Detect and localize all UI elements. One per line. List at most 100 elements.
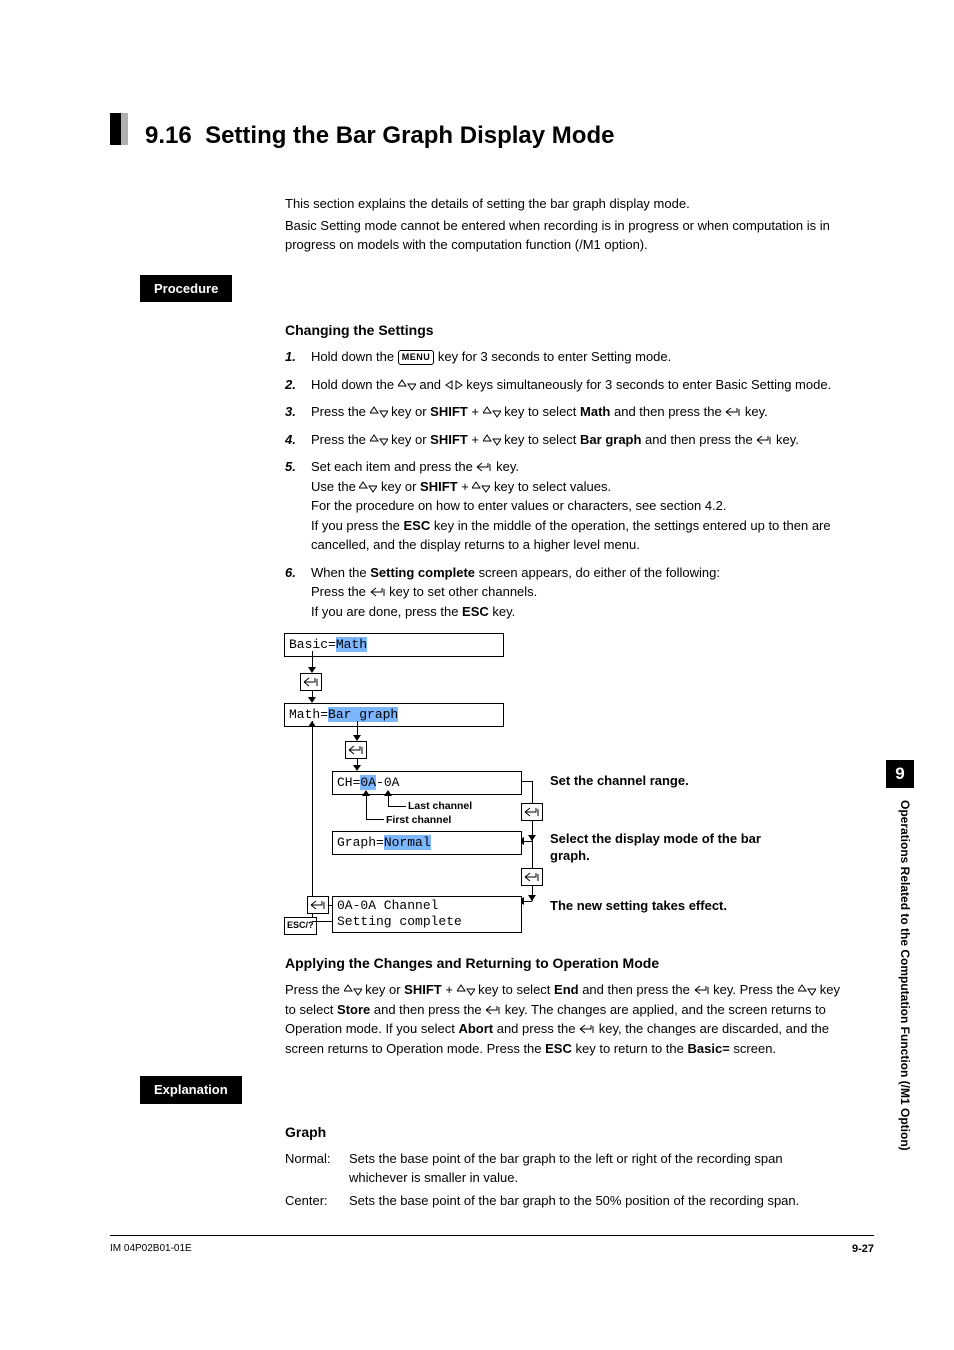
enter-key-icon xyxy=(300,673,322,691)
enter-icon xyxy=(579,1023,595,1035)
updown-icon xyxy=(457,984,475,996)
bold-word: Bar graph xyxy=(580,432,641,447)
bold-word: Basic= xyxy=(688,1041,730,1056)
updown-icon xyxy=(798,984,816,996)
txt: key. Press the xyxy=(710,982,799,997)
step-5: 5. Set each item and press the key. Use … xyxy=(285,457,844,555)
step-text: Press the key or SHIFT + key to select M… xyxy=(311,402,844,422)
graph-heading: Graph xyxy=(285,1122,844,1143)
intro-line-1: This section explains the details of set… xyxy=(285,194,844,214)
bold-word: Math xyxy=(580,404,610,419)
txt: and press the xyxy=(493,1021,579,1036)
diagram-box-complete: 0A-0A Channel Setting complete xyxy=(332,896,522,933)
updown-icon xyxy=(344,984,362,996)
enter-icon xyxy=(756,434,772,446)
explanation-label: Explanation xyxy=(140,1076,242,1104)
chapter-tab: 9 xyxy=(886,760,914,788)
txt: key to set other channels. xyxy=(386,584,538,599)
txt: key for 3 seconds to enter Setting mode. xyxy=(434,349,671,364)
updown-icon xyxy=(359,481,377,493)
connector xyxy=(522,841,532,842)
txt: Setting complete xyxy=(337,914,462,929)
step-number: 2. xyxy=(285,375,311,395)
changing-heading: Changing the Settings xyxy=(285,320,844,341)
step-4: 4. Press the key or SHIFT + key to selec… xyxy=(285,430,844,450)
enter-key-icon xyxy=(307,896,329,914)
shift-key: SHIFT xyxy=(430,432,468,447)
connector xyxy=(388,796,389,806)
footer-page-number: 9-27 xyxy=(852,1241,874,1258)
txt: screen appears, do either of the followi… xyxy=(475,565,720,580)
txt: key or xyxy=(388,404,431,419)
updown-icon xyxy=(483,406,501,418)
bold-word: Store xyxy=(337,1002,370,1017)
enter-icon xyxy=(725,406,741,418)
graph-def-normal: Normal: Sets the base point of the bar g… xyxy=(285,1149,844,1188)
bold-word: Setting complete xyxy=(370,565,475,580)
updown-icon xyxy=(370,434,388,446)
txt: When the xyxy=(311,565,370,580)
txt: Basic= xyxy=(289,637,336,652)
txt: key to select xyxy=(501,432,580,447)
enter-icon xyxy=(485,1004,501,1016)
txt: + xyxy=(458,479,473,494)
connector xyxy=(366,796,367,819)
title-text: Setting the Bar Graph Display Mode xyxy=(205,122,614,149)
label-first-channel: First channel xyxy=(386,813,451,829)
txt: -0A xyxy=(376,775,399,790)
diagram-box-math: Math=Bar graph xyxy=(284,703,504,727)
def-value: Sets the base point of the bar graph to … xyxy=(349,1191,844,1211)
def-value: Sets the base point of the bar graph to … xyxy=(349,1149,844,1188)
txt: key. xyxy=(741,404,768,419)
esc-key-icon: ESC/? xyxy=(284,917,317,935)
txt: CH= xyxy=(337,775,360,790)
txt: Hold down the xyxy=(311,377,398,392)
leftright-icon xyxy=(445,379,463,391)
enter-key-icon xyxy=(345,741,367,759)
updown-icon xyxy=(483,434,501,446)
txt: key to select values. xyxy=(490,479,611,494)
connector xyxy=(329,905,332,906)
txt: + xyxy=(442,982,457,997)
txt: and then press the xyxy=(641,432,756,447)
enter-key-icon xyxy=(521,803,543,821)
shift-key: SHIFT xyxy=(404,982,442,997)
bold-word: Abort xyxy=(458,1021,493,1036)
txt: + xyxy=(468,432,483,447)
txt: If you are done, press the xyxy=(311,604,462,619)
applying-heading: Applying the Changes and Returning to Op… xyxy=(285,953,844,974)
txt: Use the xyxy=(311,479,359,494)
txt: key to return to the xyxy=(572,1041,688,1056)
txt: and then press the xyxy=(610,404,725,419)
txt: Set each item and press the xyxy=(311,459,476,474)
txt: and xyxy=(416,377,445,392)
shift-key: SHIFT xyxy=(430,404,468,419)
def-key: Center: xyxy=(285,1191,349,1211)
step-3: 3. Press the key or SHIFT + key to selec… xyxy=(285,402,844,422)
txt: Press the xyxy=(285,982,344,997)
diagram-box-basic: Basic=Math xyxy=(284,633,504,657)
connector xyxy=(312,721,313,921)
step-text: Press the key or SHIFT + key to select B… xyxy=(311,430,844,450)
diagram-box-graph: Graph=Normal xyxy=(332,831,522,855)
step-6: 6. When the Setting complete screen appe… xyxy=(285,563,844,622)
txt: key or xyxy=(377,479,420,494)
label-select-mode: Select the display mode of the bar graph… xyxy=(550,831,790,865)
updown-icon xyxy=(370,406,388,418)
connector xyxy=(312,921,332,922)
step-text: Hold down the and keys simultaneously fo… xyxy=(311,375,844,395)
txt: screen. xyxy=(730,1041,776,1056)
txt: + xyxy=(468,404,483,419)
updown-icon xyxy=(472,481,490,493)
txt: key. xyxy=(772,432,799,447)
esc-key: ESC xyxy=(462,604,489,619)
txt: If you press the xyxy=(311,518,404,533)
txt: key or xyxy=(362,982,405,997)
step-number: 4. xyxy=(285,430,311,450)
txt: For the procedure on how to enter values… xyxy=(311,498,727,513)
connector xyxy=(388,806,406,807)
highlight-value: 0A xyxy=(360,775,376,790)
txt: Press the xyxy=(311,404,370,419)
esc-key: ESC xyxy=(545,1041,572,1056)
txt: key to select xyxy=(501,404,580,419)
